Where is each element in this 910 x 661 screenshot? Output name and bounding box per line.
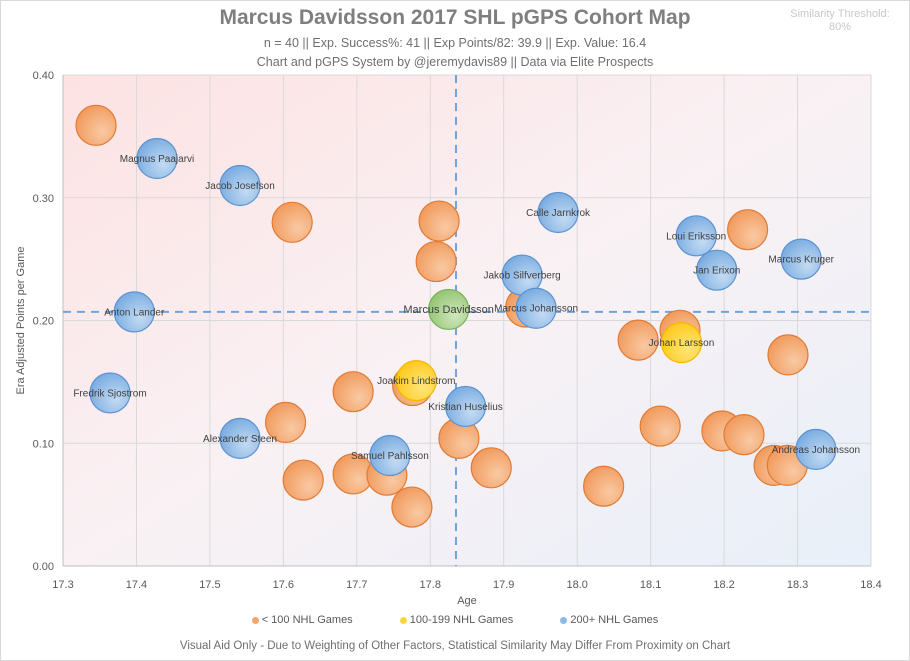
y-tick-label: 0.40	[33, 70, 54, 82]
bubble-label: Jakob Silfverberg	[483, 271, 560, 282]
y-tick-label: 0.20	[33, 316, 54, 328]
bubble-label: Jan Erixon	[693, 266, 740, 277]
bubble-label: Fredrik Sjostrom	[73, 388, 146, 399]
legend: < 100 NHL Games 100-199 NHL Games 200+ N…	[0, 614, 910, 626]
legend-item-lt100: < 100 NHL Games	[251, 614, 353, 626]
bubble-gt200	[780, 238, 822, 280]
bubbles	[75, 104, 837, 528]
y-axis-title: Era Adjusted Points per Game	[15, 247, 27, 395]
bubble-label: Calle Jarnkrok	[526, 208, 591, 219]
bubble-lt100	[617, 319, 659, 361]
legend-dot-orange-icon	[251, 616, 259, 624]
x-tick-label: 18.0	[566, 579, 587, 591]
bubble-gt200	[675, 215, 717, 257]
x-tick-label: 17.3	[52, 579, 73, 591]
footer-note: Visual Aid Only - Due to Weighting of Ot…	[179, 640, 731, 652]
x-tick-label: 17.7	[346, 579, 367, 591]
bubble-lt100	[418, 200, 460, 242]
chart-title: Marcus Davidsson 2017 SHL pGPS Cohort Ma…	[219, 6, 691, 29]
bubble-gt200	[537, 191, 579, 234]
y-tick-label: 0.30	[33, 193, 54, 205]
bubble-lt100	[282, 459, 324, 501]
legend-item-mid: 100-199 NHL Games	[399, 614, 514, 626]
legend-label: < 100 NHL Games	[261, 614, 353, 626]
x-tick-label: 18.1	[640, 579, 661, 591]
bubble-gt200	[369, 434, 411, 477]
bubble-lt100	[415, 240, 457, 283]
bubble-label: Loui Eriksson	[666, 231, 726, 242]
bubble-label: Kristian Huselius	[428, 402, 502, 413]
chart-subtitle: n = 40 || Exp. Success%: 41 || Exp Point…	[263, 36, 647, 50]
bubble-gt200	[219, 417, 261, 459]
bubble-mid	[660, 321, 703, 364]
y-tick-label: 0.10	[33, 438, 54, 450]
bubble-label: Andreas Johansson	[772, 445, 860, 456]
axes: 17.3 17.4 17.5 17.6 17.7 17.8 17.9 18.0 18.1 18.2…	[33, 70, 882, 591]
y-tick-label: 0.00	[33, 561, 54, 573]
x-tick-label: 17.8	[420, 579, 441, 591]
bubble-label: Johan Larsson	[649, 338, 715, 349]
x-tick-label: 18.3	[787, 579, 808, 591]
bubble-gt200	[219, 164, 261, 207]
bubble-lt100	[391, 486, 433, 528]
bubble-label: Jacob Josefson	[205, 181, 275, 192]
bubble-lt100	[470, 447, 512, 489]
legend-dot-yellow-icon	[399, 616, 407, 624]
bubble-label: Marcus Kruger	[768, 255, 834, 266]
bubble-lt100	[726, 209, 769, 251]
bubble-label: Joakim Lindstrom	[377, 376, 455, 387]
chart-credit: Chart and pGPS System by @jeremydavis89 …	[256, 55, 654, 69]
x-tick-label: 18.2	[713, 579, 734, 591]
bubble-label: Alexander Steen	[203, 434, 277, 445]
bubble-lt100	[583, 465, 625, 507]
legend-item-gt200: 200+ NHL Games	[560, 614, 658, 626]
bubble-gt200	[113, 291, 155, 333]
bubble-gt200	[444, 385, 487, 428]
bubble-gt200	[89, 372, 131, 414]
x-tick-label: 18.4	[860, 579, 881, 591]
bubble-gt200	[515, 287, 557, 329]
bubble-lt100	[75, 104, 117, 146]
bubble-lt100	[332, 371, 374, 413]
x-tick-label: 17.5	[199, 579, 220, 591]
bubble-mid	[395, 360, 437, 402]
bubble-label: Magnus Paajarvi	[120, 154, 194, 165]
bubble-lt100	[639, 405, 681, 447]
bubble-lt100	[271, 201, 313, 243]
bubble-label: Samuel Pahlsson	[351, 451, 429, 462]
bubble-label: Marcus Johansson	[494, 304, 578, 315]
bubble-gt200	[795, 428, 837, 470]
bubble-labels: Joakim Lindstrom Johan Larsson Magnus Paaj…	[73, 154, 860, 462]
bubble-label: Marcus Davidsson	[403, 304, 493, 316]
threshold-value: 80%	[828, 21, 852, 33]
x-tick-label: 17.6	[273, 579, 294, 591]
bubble-label: Anton Lander	[104, 307, 165, 318]
threshold-label: Similarity Threshold:	[790, 8, 890, 20]
bubble-gt200	[696, 249, 738, 291]
legend-label: 100-199 NHL Games	[409, 614, 514, 626]
similarity-threshold: Similarity Threshold: 80%	[790, 8, 890, 34]
legend-dot-blue-icon	[560, 616, 568, 624]
bubble-gt200	[136, 137, 178, 180]
bubble-lt100	[264, 401, 307, 443]
x-tick-label: 17.4	[126, 579, 147, 591]
bubble-subject	[428, 288, 470, 331]
bubble-lt100	[723, 414, 765, 456]
x-axis-title: Age	[457, 595, 477, 607]
legend-label: 200+ NHL Games	[570, 614, 659, 626]
x-tick-label: 17.9	[493, 579, 514, 591]
bubble-lt100	[767, 334, 809, 376]
